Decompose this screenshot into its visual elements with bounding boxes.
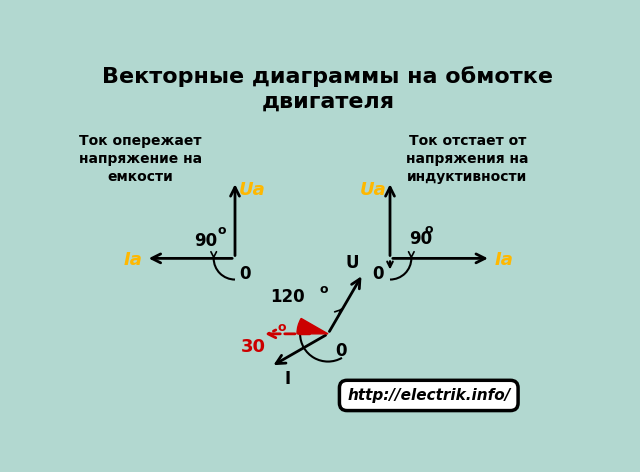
Text: o: o — [424, 223, 433, 236]
Text: Ua: Ua — [239, 181, 266, 199]
Text: 0: 0 — [336, 342, 348, 360]
Text: Ia: Ia — [495, 251, 513, 269]
Text: Векторные диаграммы на обмотке
двигателя: Векторные диаграммы на обмотке двигателя — [102, 66, 554, 112]
Text: 120: 120 — [270, 288, 305, 306]
Text: Ua: Ua — [360, 181, 386, 199]
Text: 0: 0 — [372, 264, 384, 283]
Text: o: o — [320, 283, 328, 295]
Text: 30: 30 — [241, 337, 266, 356]
Text: 90: 90 — [194, 232, 217, 251]
Wedge shape — [297, 319, 328, 334]
Text: o: o — [218, 224, 226, 237]
Text: Ia: Ia — [123, 251, 142, 269]
Text: http://electrik.info/: http://electrik.info/ — [347, 388, 511, 403]
Text: I: I — [285, 371, 291, 388]
Text: 90: 90 — [410, 230, 433, 248]
Text: U: U — [346, 253, 359, 271]
Text: Ток отстает от
напряжения на
индуктивности: Ток отстает от напряжения на индуктивнос… — [406, 134, 529, 185]
Text: Ток опережает
напряжение на
емкости: Ток опережает напряжение на емкости — [79, 134, 202, 185]
Text: o: o — [277, 321, 285, 334]
Text: 0: 0 — [239, 264, 251, 283]
